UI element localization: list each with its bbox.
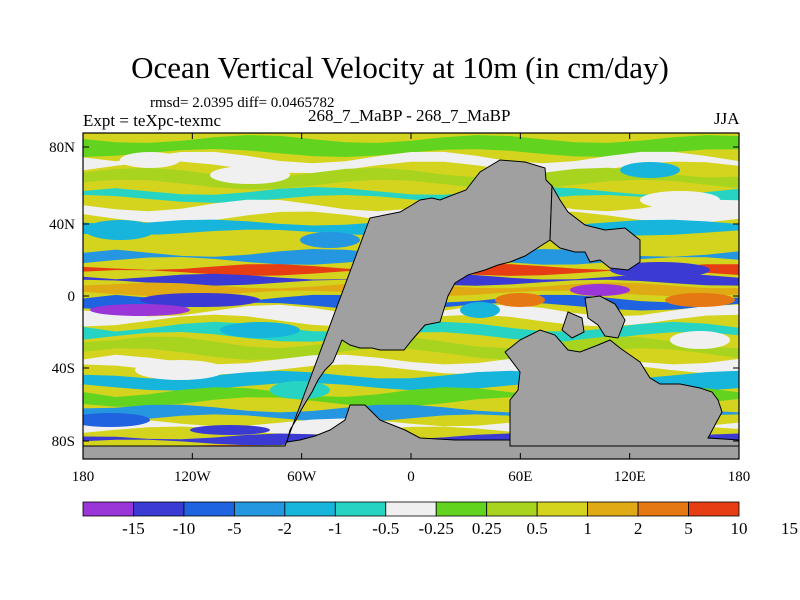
island-2: [561, 311, 585, 339]
colorbar-swatch: [587, 501, 639, 517]
lat-tick-label: 40N: [49, 217, 75, 233]
field-blob: [670, 331, 730, 349]
colorbar-label: -0.25: [419, 519, 454, 538]
colorbar: -15 -10 -5 -2 -1 -0.5 -0.25 0.25 0.5 1 2 5 10 15: [82, 501, 798, 538]
lon-tick-label: 120E: [614, 469, 646, 485]
colorbar-swatch: [435, 501, 488, 517]
field-blob: [220, 322, 300, 338]
experiment-label: Expt = teXpc-texmc: [83, 111, 221, 130]
field-blob: [610, 262, 710, 278]
colorbar-label: -1: [328, 519, 342, 538]
field-band: [83, 187, 739, 203]
colorbar-label: 2: [634, 519, 643, 538]
colorbar-swatch: [385, 501, 437, 517]
field-blob: [90, 304, 190, 316]
field-band: [83, 387, 739, 407]
colorbar-swatch: [688, 501, 740, 517]
colorbar-label: -15: [122, 519, 145, 538]
colorbar-label: -10: [173, 519, 196, 538]
lon-tick-label: 180: [728, 469, 751, 485]
field-band: [83, 135, 739, 157]
land-east: [504, 329, 739, 447]
island-1: [584, 295, 626, 339]
field-band: [83, 167, 739, 190]
colorbar-label: 5: [684, 519, 693, 538]
field-blob: [495, 293, 545, 307]
lat-tick-label: 80N: [49, 140, 75, 156]
colorbar-swatch: [536, 501, 589, 517]
field-blob: [665, 293, 735, 307]
land-mask: [83, 159, 739, 459]
colorbar-label: 0.5: [527, 519, 548, 538]
colorbar-swatch: [133, 501, 185, 517]
colorbar-swatch: [233, 501, 286, 517]
colorbar-label: -5: [227, 519, 241, 538]
colorbar-swatch: [334, 501, 387, 517]
field-blob: [140, 293, 260, 307]
colorbar-label: 15: [781, 519, 798, 538]
colorbar-label: 0.25: [472, 519, 502, 538]
colorbar-swatch: [82, 501, 134, 517]
colorbar-label: 1: [583, 519, 592, 538]
lat-tick-label: 0: [68, 289, 76, 305]
colorbar-label: 10: [731, 519, 748, 538]
axis-ticks: 180 120W 60W 0 60E 120E 180 80N 40N 0 40S 80S: [49, 133, 750, 485]
field-blob: [190, 425, 270, 435]
lon-tick-label: 60E: [508, 469, 532, 485]
field-blob: [640, 191, 720, 209]
field-blob: [620, 162, 680, 178]
lat-tick-label: 40S: [52, 361, 75, 377]
lon-tick-label: 180: [72, 469, 95, 485]
land-west: [83, 159, 739, 459]
land-north: [549, 184, 641, 271]
lat-tick-label: 80S: [52, 434, 75, 450]
field-band: [83, 370, 739, 391]
case-label: 268_7_MaBP - 268_7_MaBP: [308, 106, 511, 125]
field-blob: [460, 302, 500, 318]
plot-title: Ocean Vertical Velocity at 10m (in cm/da…: [131, 50, 669, 85]
colorbar-swatch: [637, 501, 689, 517]
field-blob: [570, 284, 630, 296]
colorbar-swatch: [486, 501, 538, 517]
field-blob: [83, 413, 150, 427]
lon-tick-label: 120W: [174, 469, 212, 485]
field-blob: [135, 360, 225, 380]
colorbar-swatch: [183, 501, 235, 517]
field-blob: [300, 232, 360, 248]
colorbar-label: -2: [278, 519, 292, 538]
field-blob: [120, 152, 180, 168]
lon-tick-label: 60W: [287, 469, 317, 485]
stats-label: rmsd= 2.0395 diff= 0.0465782: [150, 95, 335, 111]
field-blob: [270, 381, 330, 399]
colorbar-label: -0.5: [372, 519, 399, 538]
colorbar-swatch: [284, 501, 336, 517]
field-blob: [85, 220, 155, 240]
season-label: JJA: [714, 109, 740, 128]
field-blob: [210, 166, 290, 184]
lon-tick-label: 0: [407, 469, 415, 485]
